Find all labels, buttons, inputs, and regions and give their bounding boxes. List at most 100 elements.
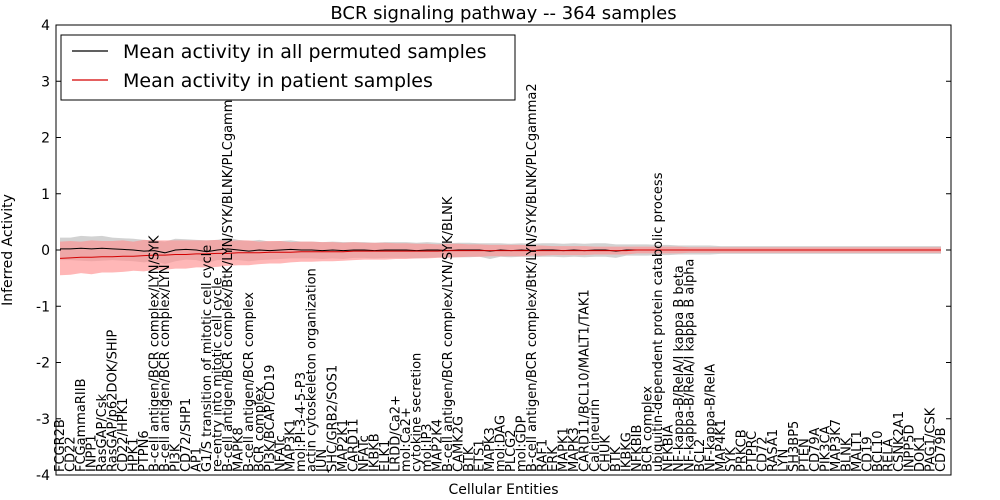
x-tick-label: CARD11 (347, 418, 362, 472)
x-tick-label: FCGR2B (53, 419, 68, 472)
x-tick-label: IKBKG (619, 432, 634, 472)
x-tick-label: PIK3CA (819, 425, 834, 472)
x-tick-label: ERK (546, 446, 561, 472)
x-tick-label: CD79B (934, 427, 949, 472)
y-tick-label: -3 (36, 412, 50, 428)
x-tick-label: BTK (609, 446, 624, 472)
x-tick-label: CD79A (808, 427, 823, 472)
x-tick-label: LYN (777, 449, 792, 472)
x-tick-label: BCL10 (871, 430, 886, 472)
x-tick-label: mol:Ca2+ (399, 407, 414, 472)
x-tick-label: mol:GDP (514, 415, 529, 472)
x-tick-label: NFATc (357, 435, 372, 472)
y-tick-label: 2 (41, 131, 50, 147)
x-tick-label: MAPK3 (567, 427, 582, 472)
x-axis-label: Cellular Entities (448, 482, 558, 498)
y-tick-label: -1 (36, 299, 50, 315)
x-tick-label: AP1 (189, 447, 204, 472)
x-tick-label: CSNK2A1 (892, 411, 907, 472)
x-tick-label: CD19 (861, 436, 876, 472)
x-tick-label: FCGammaRIIB (74, 378, 89, 472)
x-tick-label: B-cell antigen/BCR complex/LYN/SYK/BLNK (441, 196, 456, 472)
x-tick-label: INPP5D (903, 424, 918, 472)
x-tick-label: BTK (462, 446, 477, 472)
legend-label-patient: Mean activity in patient samples (123, 70, 433, 92)
x-tick-label: MAP3K7 (829, 419, 844, 472)
x-tick-label: BCL2 (693, 439, 708, 472)
x-tick-label: cytokine secretion (410, 353, 425, 472)
x-tick-label: CD22 (63, 436, 78, 472)
x-tick-label: MAP2K4 (431, 419, 446, 472)
x-tick-label: MALT1 (850, 430, 865, 472)
y-tick-label: 0 (41, 243, 50, 259)
x-tick-label: DOK1 (913, 435, 928, 472)
x-tick-label: SHC/GRB2/SOS1 (326, 365, 341, 472)
x-tick-label: BCR complex (640, 386, 655, 472)
x-tick-label: CD72/SHP1 (179, 398, 194, 472)
series-line-patient (59, 249, 941, 259)
x-tick-label: CAMK2G (452, 416, 467, 472)
x-tick-label: PAG1/CSK (924, 407, 939, 472)
x-tick-label: BLNK (840, 437, 855, 472)
x-tick-label: B-cell antigen/BCR complex/LYN (158, 265, 173, 472)
x-tick-label: PTPRC (745, 431, 760, 472)
x-tick-label: MAPK1 (556, 427, 571, 472)
y-tick-label: -4 (36, 468, 50, 484)
x-tick-label: B-cell antigen/BCR complex/BtK/LYN/SYK/B… (221, 83, 236, 472)
x-tick-label: CHUK (598, 435, 613, 472)
x-tick-label: ubiquitin-dependent protein catabolic pr… (651, 172, 666, 472)
x-tick-label: NFATc (273, 435, 288, 472)
y-tick-label: 3 (41, 74, 50, 90)
x-tick-label: SYK (724, 447, 739, 472)
x-tick-label: actin cytoskeleton organization (305, 268, 320, 472)
x-tick-label: PRKCB (735, 429, 750, 472)
x-tick-label: RASA1 (766, 429, 781, 472)
x-tick-label: ELK1 (378, 440, 393, 472)
x-tick-label: RasGAP/p62DOK/SHIP (105, 330, 120, 472)
x-tick-label: LRDD/Ca2+ (389, 395, 404, 472)
x-tick-label: NFKBIB (630, 425, 645, 472)
x-tick-label: CD22/HPK1 (116, 398, 131, 472)
series-lines (59, 247, 941, 259)
plot-frame (55, 24, 952, 476)
x-tick-label: mol:DAG (494, 415, 509, 472)
x-tick-label: JUN (315, 449, 330, 473)
x-tick-label: MAPK8 (231, 427, 246, 472)
x-tick-labels: FCGR2BCD22FCGammaRIIBINPP1RasGAP/CskRasG… (53, 83, 949, 473)
chart-title: BCR signaling pathway -- 364 samples (330, 3, 676, 24)
y-axis-ticks: -4 -3 -2 -1 0 1 2 3 4 (36, 18, 951, 484)
x-tick-label: CD72 (756, 436, 771, 472)
x-tick-label: RAF1 (535, 439, 550, 472)
y-tick-label: 4 (41, 18, 50, 34)
x-tick-label: re-entry into mitotic cell cycle (210, 277, 225, 472)
legend-label-permuted: Mean activity in all permuted samples (123, 41, 486, 63)
x-tick-label: NF-kappa-B/RelA (703, 364, 718, 472)
band-patient (60, 239, 941, 276)
x-tick-label: MAP4K1 (714, 419, 729, 472)
x-tick-label: ETS1 (473, 439, 488, 472)
x-tick-label: BCR complex (252, 386, 267, 472)
legend-box (60, 34, 516, 101)
y-axis-label: Inferred Activity (0, 194, 16, 306)
x-tick-label: RELA (882, 438, 897, 472)
x-tick-label: SH3BP5 (787, 421, 802, 472)
x-tick-label: B-cell antigen/BCR complex/BtK/LYN/SYK/B… (525, 83, 540, 472)
x-tick-label: PI3K (168, 443, 183, 472)
x-tick-label: CARD11/BCL10/MALT1/TAK1 (577, 289, 592, 472)
x-tick-label: MAP3K1 (284, 419, 299, 472)
x-tick-label: MAP2K1 (336, 419, 351, 472)
x-tick-label: RasGAP/Csk (95, 393, 110, 472)
x-tick-label: NFKBIA (661, 425, 676, 472)
y-tick-label: 1 (41, 187, 50, 203)
x-tick-label: IKBKB (368, 433, 383, 472)
x-tick-label: mol:IP3 (420, 423, 435, 472)
x-tick-label: PLCG2 (504, 429, 519, 472)
y-tick-label: -2 (36, 356, 50, 372)
legend: Mean activity in all permuted samples Me… (60, 34, 516, 101)
x-tick-label: PTEN (798, 438, 813, 472)
x-tick-label: mol:PI-3-4-5-P3 (294, 372, 309, 472)
x-tick-label: INPP1 (84, 434, 99, 472)
x-tick-label: Calcineurin (588, 399, 603, 472)
x-tick-label: NF-kappa-B/RelA/I kappa B alpha (682, 259, 697, 472)
